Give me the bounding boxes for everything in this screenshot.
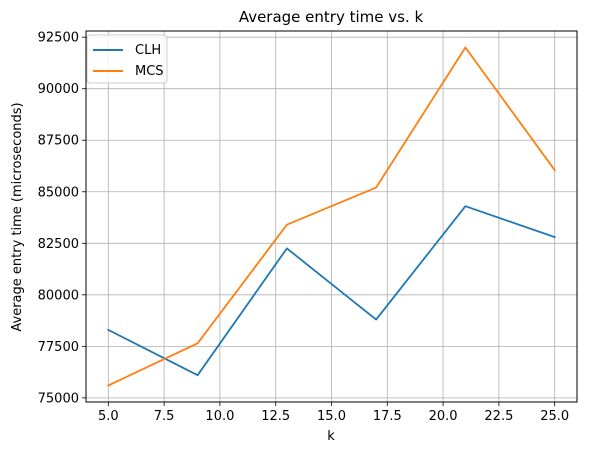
x-tick-label: 25.0 [540,409,569,424]
y-tick-label: 80000 [38,288,79,303]
series-line-clh [107,205,556,377]
legend-label-clh: CLH [135,43,161,58]
series-line-mcs [107,46,556,387]
y-tick-label: 90000 [38,82,79,97]
y-tick-label: 82500 [38,237,79,252]
x-tick-label: 10.0 [205,409,234,424]
x-tick-label: 22.5 [484,409,513,424]
x-axis-title: k [327,429,335,444]
legend-label-mcs: MCS [135,64,164,79]
grid-lines [86,31,577,402]
x-tick-label: 20.0 [429,409,458,424]
y-tick-label: 85000 [38,185,79,200]
x-tick-label: 5.0 [98,409,119,424]
chart-title: Average entry time vs. k [239,8,424,26]
x-tick-label: 15.0 [317,409,346,424]
y-tick-label: 87500 [38,134,79,149]
x-axis-ticks: 5.0 7.5 10.0 12.5 15.0 17.5 20.0 22.5 25.0 [98,402,569,424]
legend: CLH MCS [86,34,168,84]
x-tick-label: 12.5 [261,409,290,424]
y-tick-label: 92500 [38,31,79,46]
y-tick-label: 75000 [38,391,79,406]
x-tick-label: 17.5 [373,409,402,424]
x-tick-label: 7.5 [154,409,175,424]
y-tick-label: 77500 [38,340,79,355]
y-axis-title: Average entry time (microseconds) [10,102,25,331]
series-lines [107,46,556,387]
y-axis-ticks: 75000 77500 80000 82500 85000 87500 90000 92500 [38,31,86,406]
